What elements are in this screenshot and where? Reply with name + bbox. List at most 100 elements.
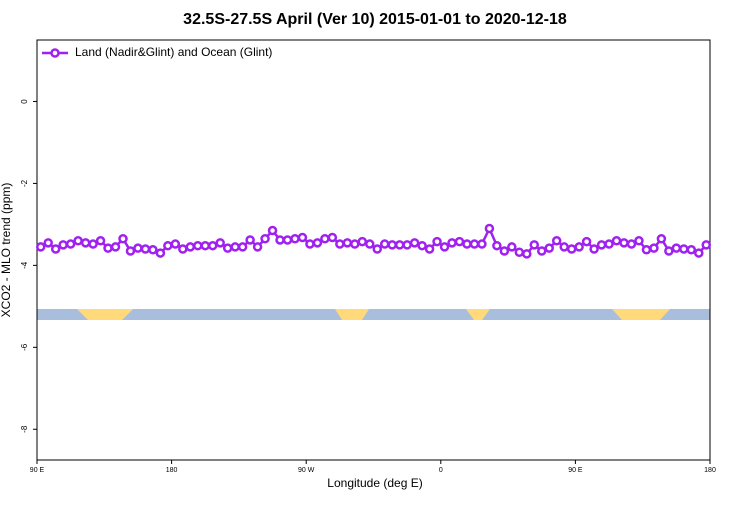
x-axis-label: Longitude (deg E) bbox=[327, 476, 422, 490]
data-point bbox=[424, 244, 435, 254]
data-point bbox=[125, 246, 136, 256]
data-point bbox=[619, 238, 629, 248]
data-point bbox=[596, 240, 607, 250]
data-point bbox=[275, 235, 285, 245]
data-point bbox=[641, 245, 652, 255]
data-point bbox=[409, 238, 420, 248]
data-point bbox=[454, 236, 465, 247]
data-point bbox=[305, 239, 315, 249]
data-point bbox=[118, 233, 128, 244]
data-point bbox=[80, 238, 91, 248]
data-point bbox=[320, 233, 330, 244]
data-point bbox=[439, 242, 450, 252]
legend-marker bbox=[50, 48, 60, 58]
data-point bbox=[694, 248, 704, 258]
data-point bbox=[432, 236, 442, 247]
data-point bbox=[544, 243, 554, 253]
data-point bbox=[514, 247, 525, 258]
data-point bbox=[357, 236, 368, 247]
data-point bbox=[282, 235, 293, 245]
data-point bbox=[589, 244, 599, 254]
data-point bbox=[664, 246, 674, 256]
data-point bbox=[379, 239, 390, 249]
data-point bbox=[462, 239, 472, 249]
land-band bbox=[612, 309, 670, 320]
data-point bbox=[65, 239, 76, 249]
data-point bbox=[215, 238, 225, 248]
data-point bbox=[477, 239, 487, 249]
data-point bbox=[335, 239, 345, 249]
x-tick-label: 180 bbox=[166, 467, 178, 474]
data-point bbox=[551, 236, 562, 246]
legend-label: Land (Nadir&Glint) and Ocean (Glint) bbox=[75, 45, 272, 59]
data-point bbox=[88, 239, 98, 249]
data-point bbox=[245, 235, 255, 245]
data-point bbox=[350, 239, 360, 249]
data-point bbox=[222, 243, 233, 253]
data-point bbox=[365, 239, 375, 249]
y-tick-label: -4 bbox=[20, 261, 29, 269]
data-point bbox=[566, 244, 577, 254]
data-point bbox=[155, 248, 166, 258]
data-point bbox=[267, 225, 278, 236]
data-point bbox=[327, 232, 338, 243]
data-point bbox=[43, 238, 53, 248]
x-tick-label: 90 E bbox=[568, 467, 583, 474]
data-point bbox=[133, 243, 143, 253]
land-band bbox=[77, 309, 133, 320]
data-point bbox=[237, 242, 248, 252]
land-band bbox=[466, 309, 490, 320]
data-point bbox=[58, 240, 68, 250]
data-point bbox=[193, 240, 203, 251]
data-point bbox=[394, 240, 405, 250]
data-point bbox=[626, 239, 637, 249]
data-point bbox=[290, 233, 300, 244]
data-point bbox=[507, 242, 517, 252]
x-tick-label: 0 bbox=[439, 467, 443, 474]
y-tick-label: -6 bbox=[20, 343, 29, 351]
data-point bbox=[103, 243, 113, 253]
x-tick-label: 90 E bbox=[30, 467, 45, 474]
y-tick-label: -2 bbox=[20, 179, 29, 187]
data-point bbox=[484, 223, 495, 234]
data-point bbox=[701, 240, 712, 250]
data-point bbox=[148, 245, 158, 255]
data-point bbox=[170, 239, 181, 249]
data-point bbox=[178, 244, 188, 254]
data-point bbox=[387, 240, 397, 250]
data-point bbox=[656, 233, 667, 244]
data-point bbox=[110, 242, 121, 252]
data-point bbox=[230, 242, 240, 252]
x-tick-label: 180 bbox=[704, 467, 716, 474]
data-point bbox=[312, 238, 323, 248]
data-point bbox=[163, 240, 173, 251]
data-point bbox=[634, 236, 644, 246]
data-point bbox=[260, 233, 270, 244]
data-point bbox=[252, 242, 263, 252]
data-point bbox=[200, 240, 210, 251]
data-point bbox=[140, 244, 151, 254]
data-point bbox=[447, 238, 457, 248]
data-point bbox=[342, 238, 353, 248]
y-tick-label: 0 bbox=[20, 99, 29, 104]
data-point bbox=[559, 242, 569, 252]
data-point bbox=[611, 236, 622, 246]
plot-frame bbox=[36, 39, 711, 461]
data-point bbox=[185, 242, 196, 252]
data-point bbox=[679, 244, 689, 254]
x-tick-label: 90 W bbox=[298, 467, 315, 474]
y-tick-label: -8 bbox=[20, 425, 29, 433]
data-point bbox=[469, 239, 480, 249]
data-point bbox=[529, 240, 540, 250]
data-point bbox=[537, 246, 547, 256]
chart-title: 32.5S-27.5S April (Ver 10) 2015-01-01 to… bbox=[183, 11, 567, 28]
data-point bbox=[522, 249, 532, 259]
data-point bbox=[50, 244, 61, 254]
data-point bbox=[297, 232, 308, 243]
data-point bbox=[686, 245, 697, 255]
data-point bbox=[73, 236, 83, 246]
ocean-band bbox=[37, 309, 710, 320]
land-ocean-band bbox=[37, 309, 710, 320]
